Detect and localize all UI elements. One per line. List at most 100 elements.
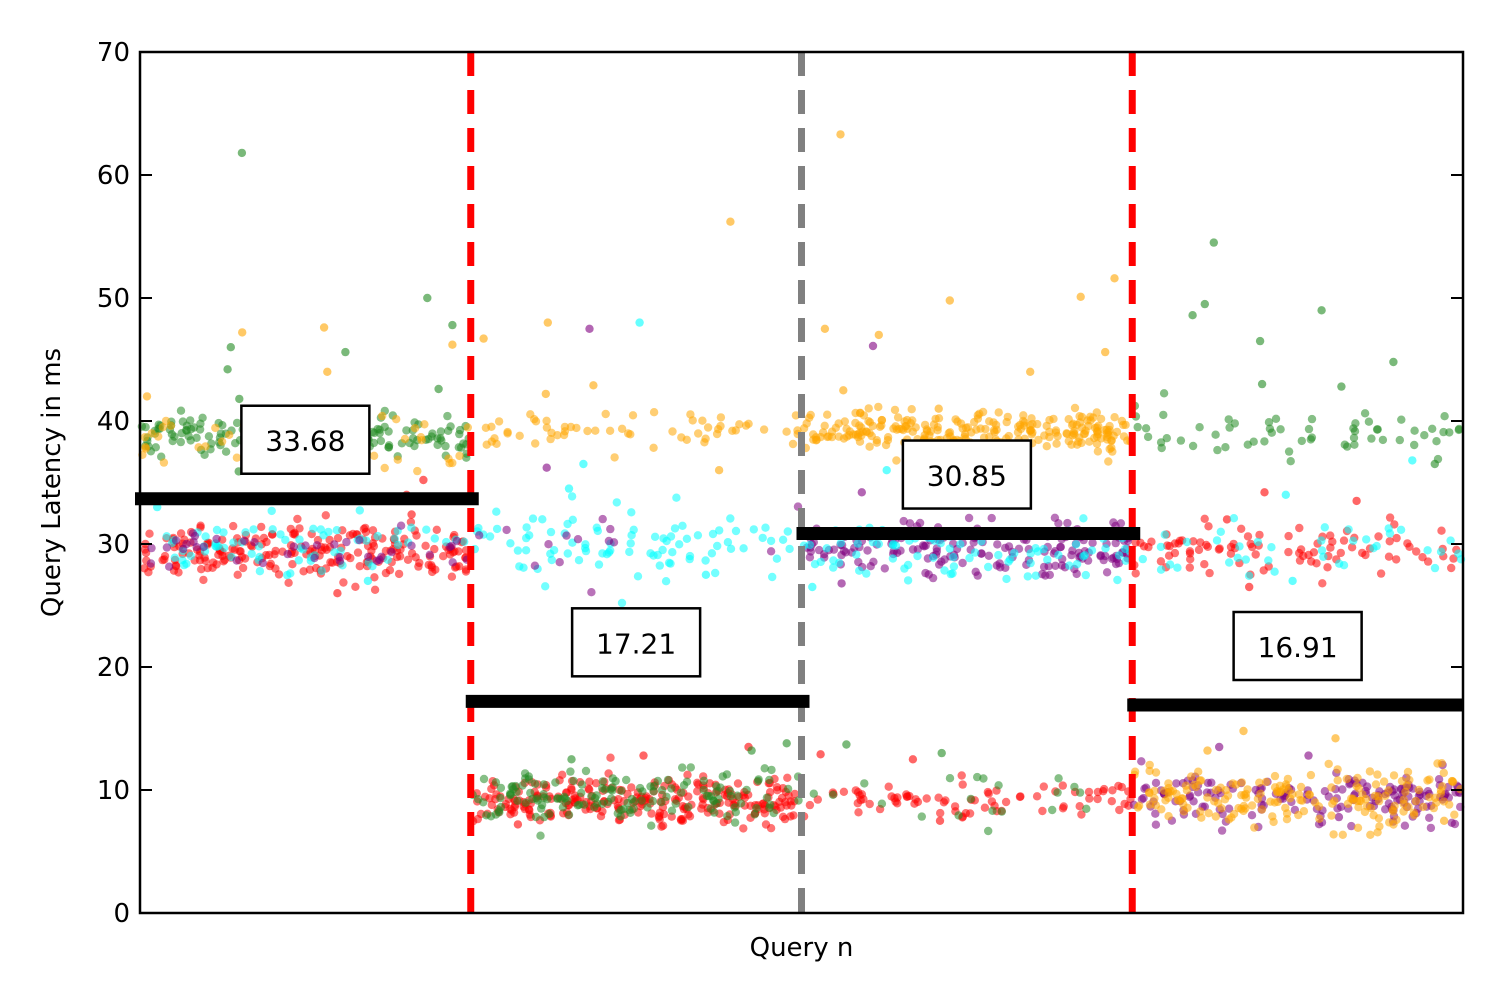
- data-point: [731, 426, 740, 435]
- data-point: [1333, 765, 1342, 774]
- data-point: [1042, 421, 1051, 431]
- data-point: [610, 453, 619, 462]
- data-point: [179, 544, 188, 554]
- data-point: [1214, 545, 1224, 554]
- data-point: [950, 802, 960, 811]
- data-point: [217, 437, 227, 446]
- data-point: [1369, 811, 1378, 820]
- outlier-point: [448, 340, 457, 349]
- data-point: [784, 791, 793, 800]
- data-point: [1434, 775, 1444, 784]
- data-point: [1071, 540, 1081, 549]
- data-point: [1246, 539, 1255, 549]
- data-point: [199, 575, 208, 585]
- data-point: [900, 417, 909, 426]
- data-point: [616, 812, 625, 821]
- data-point: [903, 576, 913, 585]
- data-point: [884, 782, 893, 791]
- data-point: [865, 799, 874, 809]
- data-point: [1328, 799, 1337, 808]
- data-point: [1093, 794, 1102, 804]
- data-point: [165, 562, 174, 571]
- data-point: [1085, 794, 1094, 803]
- data-point: [1068, 546, 1077, 555]
- data-point: [1411, 796, 1421, 806]
- data-point: [432, 525, 441, 534]
- data-point: [530, 415, 539, 424]
- data-point: [1001, 797, 1011, 807]
- data-point: [161, 416, 171, 426]
- data-point: [509, 808, 519, 817]
- data-point: [633, 572, 643, 581]
- outlier-point: [1209, 238, 1219, 247]
- outlier-point: [882, 466, 891, 475]
- data-point: [701, 556, 710, 565]
- data-point: [934, 414, 944, 423]
- data-point: [939, 798, 949, 807]
- data-point: [1410, 440, 1419, 450]
- data-point: [1228, 779, 1238, 788]
- data-point: [816, 557, 825, 567]
- data-point: [682, 534, 692, 543]
- data-point: [987, 797, 997, 806]
- data-point: [880, 564, 889, 573]
- data-point: [1253, 537, 1263, 547]
- data-point: [1204, 522, 1213, 531]
- data-point: [877, 799, 887, 808]
- data-point: [271, 546, 280, 556]
- y-tick-label: 70: [97, 38, 130, 68]
- data-point: [182, 426, 191, 435]
- data-point: [507, 782, 516, 791]
- data-point: [460, 537, 469, 546]
- data-point: [1102, 568, 1112, 577]
- data-point: [496, 793, 505, 803]
- data-point: [1440, 412, 1449, 421]
- data-point: [286, 569, 295, 578]
- data-point: [1019, 421, 1029, 430]
- data-point: [551, 778, 560, 787]
- data-point: [922, 794, 931, 803]
- outlier-point: [1110, 274, 1119, 283]
- data-point: [626, 539, 635, 548]
- data-point: [395, 552, 405, 561]
- data-point: [783, 773, 792, 782]
- data-point: [1318, 579, 1327, 588]
- data-point: [1197, 813, 1206, 822]
- data-point: [994, 550, 1003, 560]
- data-point: [580, 800, 589, 809]
- data-point: [518, 781, 527, 790]
- data-point: [874, 402, 883, 412]
- data-point: [932, 547, 941, 556]
- data-point: [1365, 767, 1375, 776]
- outlier-point: [1101, 347, 1110, 357]
- phase-mean-lines: [135, 492, 1463, 712]
- data-point: [400, 434, 410, 444]
- data-point: [172, 561, 181, 571]
- data-point: [1362, 535, 1371, 544]
- data-point: [813, 795, 822, 804]
- data-point: [852, 550, 861, 559]
- data-point: [211, 423, 220, 433]
- data-point: [503, 429, 512, 438]
- data-point: [381, 568, 391, 578]
- data-point: [353, 548, 363, 557]
- data-point: [976, 424, 985, 433]
- outlier-point: [1245, 582, 1254, 592]
- data-point: [1194, 545, 1204, 555]
- data-point: [960, 432, 969, 441]
- data-point: [766, 547, 776, 556]
- data-point: [1139, 793, 1148, 803]
- data-point: [913, 551, 922, 561]
- data-point: [577, 780, 587, 789]
- data-point: [402, 426, 411, 435]
- data-point: [1093, 447, 1103, 456]
- data-point: [903, 560, 913, 570]
- data-point: [1347, 543, 1357, 552]
- data-point: [1160, 530, 1170, 539]
- data-point: [147, 429, 156, 438]
- data-point: [420, 420, 429, 429]
- data-point: [769, 808, 778, 818]
- data-point: [326, 558, 335, 567]
- data-point: [1448, 777, 1457, 786]
- data-point: [232, 556, 241, 565]
